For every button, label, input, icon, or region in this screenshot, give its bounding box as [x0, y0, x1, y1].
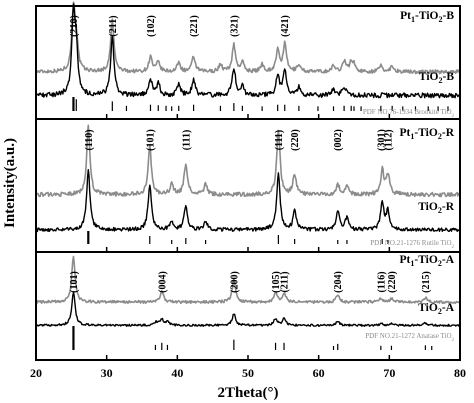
miller-index-label: (111) [274, 130, 285, 151]
reference-label-rutile: PDF NO.21-1276 Rutile TiO2 [370, 239, 454, 250]
x-tick-label: 70 [383, 366, 395, 380]
series-label-anatase-black: TiO2-A [418, 302, 454, 316]
miller-index-label: (002) [333, 129, 344, 151]
series-label-rutile-gray: Pt1-TiO2-R [400, 127, 455, 141]
axes: 20 30 40 50 60 70 80 [30, 5, 466, 380]
x-tick-label: 40 [171, 366, 183, 380]
panel-brookite: Pt1-TiO2-B TiO2-B PDF NO.76-1934 Brookite … [35, 1, 461, 119]
x-tick-label: 60 [313, 366, 325, 380]
series-line-rutile-black [35, 169, 461, 233]
panel-frame [35, 5, 461, 120]
miller-index-label: (221) [189, 15, 200, 37]
miller-index-label: (101) [69, 271, 80, 293]
plot-area: Pt1-TiO2-B TiO2-B PDF NO.76-1934 Brookite … [35, 1, 461, 350]
miller-index-label: (112) [383, 129, 394, 150]
miller-index-label: (111) [181, 130, 192, 151]
miller-index-label: (301) [376, 129, 387, 151]
miller-index-label: (110) [84, 129, 95, 150]
miller-index-label: (211) [280, 271, 291, 292]
miller-index-label: (004) [157, 271, 168, 293]
x-tick-label: 20 [30, 366, 42, 380]
miller-index-label: (321) [229, 15, 240, 37]
reference-label-anatase: PDF NO.21-1272 Anatase TiO2 [365, 332, 454, 343]
panel-anatase: Pt1-TiO2-A TiO2-A PDF NO.21-1272 Anatase T… [35, 254, 461, 350]
panel-frame [35, 118, 461, 253]
series-line-brookite-black [35, 3, 461, 99]
miller-index-label: (211) [108, 15, 119, 36]
series-label-rutile-black: TiO2-R [418, 201, 454, 215]
x-tick-label: 30 [101, 366, 113, 380]
series-line-brookite-gray [35, 1, 461, 75]
miller-index-label: (220) [290, 129, 301, 151]
miller-index-label: (102) [146, 15, 157, 37]
reference-label-brookite: PDF NO.76-1934 Brookite TiO2 [363, 108, 455, 119]
x-tick-label: 50 [242, 366, 254, 380]
series-line-anatase-black [35, 291, 461, 327]
y-axis-title: Intensity(a.u.) [2, 138, 18, 228]
series-line-rutile-gray [35, 124, 461, 198]
series-label-anatase-gray: Pt1-TiO2-A [400, 254, 455, 268]
series-label-brookite-black: TiO2-B [419, 71, 454, 85]
miller-index-label: (101) [145, 129, 156, 151]
miller-index-label: (220) [387, 271, 398, 293]
x-axis-title: 2Theta(°) [218, 385, 279, 401]
panel-frame [35, 251, 461, 361]
miller-index-label: (204) [333, 271, 344, 293]
miller-index-label: (215) [421, 271, 432, 293]
series-label-brookite-gray: Pt1-TiO2-B [400, 10, 454, 24]
x-tick-label: 80 [454, 366, 466, 380]
miller-index-label: (210) [69, 15, 80, 37]
series-line-anatase-gray [35, 255, 461, 305]
panel-rutile: Pt1-TiO2-R TiO2-R PDF NO.21-1276 Rutile Ti… [35, 124, 461, 250]
miller-index-label: (116) [376, 271, 387, 292]
miller-index-label: (421) [280, 15, 291, 37]
miller-index-label: (105) [271, 271, 282, 293]
miller-index-label: (200) [229, 271, 240, 293]
